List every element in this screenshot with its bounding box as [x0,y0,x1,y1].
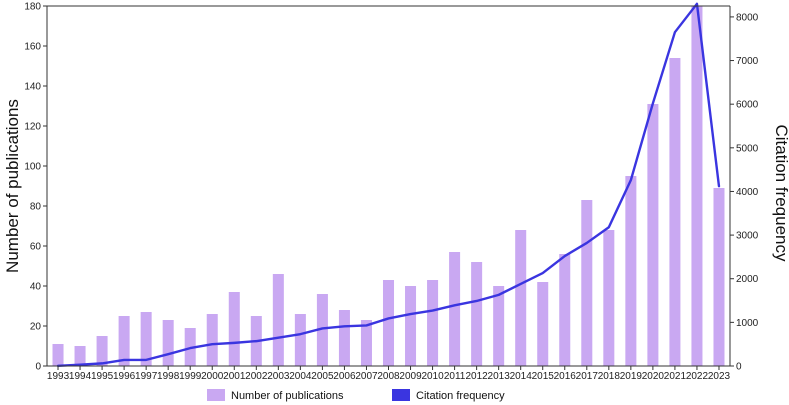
x-tick-label: 2018 [598,371,621,382]
bar [581,200,593,366]
bar [405,286,417,366]
x-tick-label: 1996 [113,371,136,382]
line-series-citations [56,2,721,367]
x-tick-label: 1993 [47,371,70,382]
bar [360,320,372,366]
bar [140,312,152,366]
left-tick-label: 80 [30,202,42,213]
bar [625,176,637,366]
x-tick-label: 2005 [311,371,334,382]
x-tick-label: 2010 [421,371,444,382]
bar [603,230,615,366]
bar [294,314,306,366]
x-tick-label: 2003 [267,371,290,382]
bar [559,254,571,366]
x-tick-label: 1999 [179,371,202,382]
right-tick-label: 1000 [736,318,759,329]
bar [669,58,681,366]
x-tick-label: 2021 [664,371,687,382]
legend-swatch-citations [392,389,410,401]
left-tick-label: 60 [30,242,42,253]
legend-label-publications: Number of publications [231,390,344,402]
x-tick-label: 2014 [510,371,533,382]
right-tick-label: 3000 [736,231,759,242]
x-tick-label: 2022 [686,371,709,382]
bar [493,286,505,366]
x-tick-label: 1995 [91,371,114,382]
x-tick-label: 2000 [201,371,224,382]
legend-swatch-publications [207,389,225,401]
bar [206,314,218,366]
legend: Number of publications Citation frequenc… [207,389,505,402]
right-tick-label: 0 [736,362,742,373]
bar [96,336,108,366]
x-tick-label: 1997 [135,371,158,382]
x-tick-label: 2008 [377,371,400,382]
x-tick-label: 2004 [289,371,312,382]
right-tick-label: 2000 [736,274,759,285]
x-tick-label: 2009 [399,371,422,382]
right-tick-label: 6000 [736,100,759,111]
left-tick-label: 140 [24,82,41,93]
y-axis-title-left: Number of publications [3,99,22,273]
bar [316,294,328,366]
left-tick-label: 180 [24,2,41,13]
bar [228,292,240,366]
bar-series-publications [52,6,725,366]
x-tick-label: 2019 [620,371,643,382]
right-tick-label: 7000 [736,56,759,67]
left-tick-label: 160 [24,42,41,53]
bar [471,262,483,366]
right-axis-ticks: 0 1000 2000 3000 4000 5000 6000 7000 8000 [730,12,759,373]
x-tick-label: 2023 [708,371,731,382]
bar [118,316,130,366]
bar [449,252,461,366]
bar [647,104,659,366]
left-tick-label: 100 [24,162,41,173]
bar [338,310,350,366]
x-tick-label: 2006 [333,371,356,382]
x-tick-label: 2016 [554,371,577,382]
bar [74,346,86,366]
left-tick-label: 120 [24,122,41,133]
x-tick-label: 2015 [532,371,555,382]
bar [427,280,439,366]
x-tick-label: 2011 [444,371,466,382]
legend-label-citations: Citation frequency [416,390,505,402]
bar [272,274,284,366]
bar [691,6,703,366]
bar [382,280,395,366]
bar [713,188,725,366]
x-tick-label: 2020 [642,371,665,382]
bar [162,320,174,366]
bar [537,282,549,366]
left-tick-label: 0 [35,362,41,373]
y-axis-title-right: Citation frequency [772,124,789,262]
left-axis-ticks: 0 20 40 60 80 100 120 140 160 180 [24,2,47,373]
left-tick-label: 40 [30,282,42,293]
x-tick-label: 1998 [157,371,180,382]
x-tick-label: 2012 [466,371,489,382]
right-tick-label: 8000 [736,12,759,23]
right-tick-label: 5000 [736,143,759,154]
x-tick-label: 2017 [576,371,599,382]
x-axis-ticks: 1993 1994 1995 1996 1997 1998 1999 2000 2001 2002… [47,366,731,382]
bar [515,230,527,366]
bar [52,344,64,366]
x-tick-label: 2007 [355,371,378,382]
right-tick-label: 4000 [736,187,759,198]
citation-line [56,2,721,367]
x-tick-label: 2002 [245,371,268,382]
x-tick-label: 1994 [69,371,92,382]
left-tick-label: 20 [30,322,42,333]
x-tick-label: 2001 [223,371,246,382]
x-tick-label: 2013 [488,371,511,382]
